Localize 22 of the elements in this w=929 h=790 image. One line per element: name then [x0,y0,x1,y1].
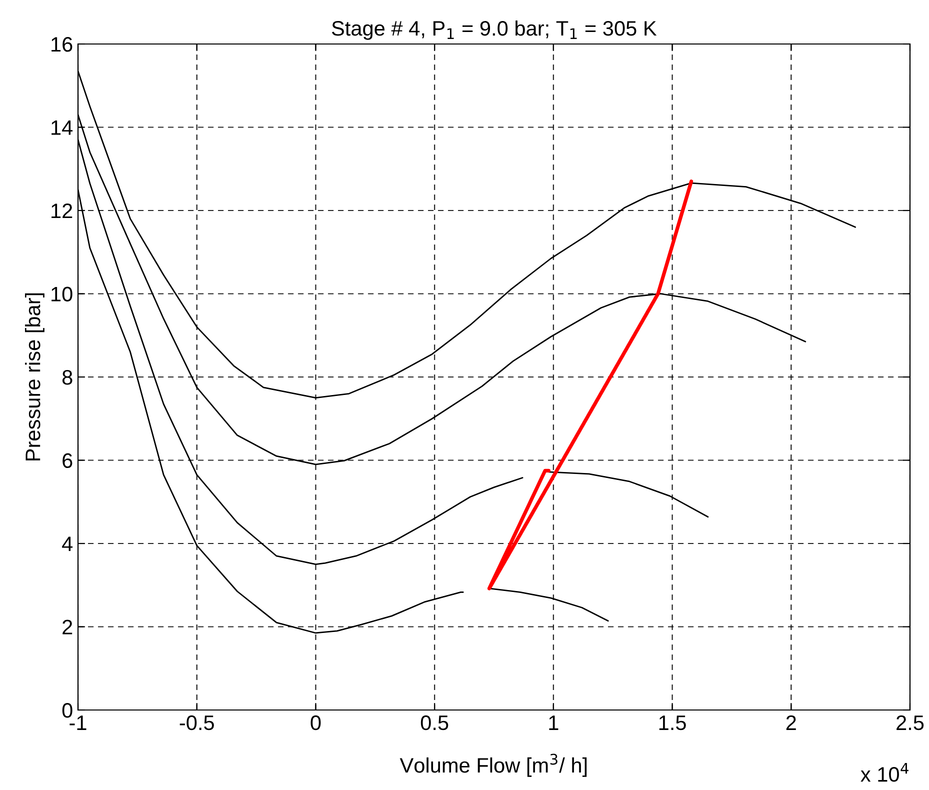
y-tick-label: 8 [62,370,72,385]
y-tick-label: 6 [62,453,72,468]
text: x 10$^{4}$ [860,762,908,782]
y-tick-label: 0 [62,703,72,718]
y-tick-label: 4 [62,536,73,552]
x-tick-label: 0.5 [420,715,448,730]
y-tick-label: 12 [52,204,72,218]
y-axis-title: Pressure rise [bar] [24,293,44,460]
x-tick-label: 2.5 [896,715,924,730]
y-tick-label: 16 [52,37,72,52]
y-tick-label: 14 [52,120,73,135]
x-tick-label: -0.5 [180,715,214,730]
x-tick-label: 1.5 [659,716,686,730]
x-axis-title: Volume Flow [m$^{3}$/ h] [400,754,587,777]
x-tick-label: 2 [786,715,796,730]
x-tick-label: -1 [70,716,86,730]
x-tick-label: 0 [310,715,321,730]
y-tick-label: 10 [52,286,72,302]
chart-title: Stage # 4, P$_{1}$ = 9.0 bar; T$_{1}$ = 305 K [332,20,657,40]
y-tick-label: 2 [62,620,72,634]
x-tick-label: 1 [549,716,558,730]
line-series [487,180,694,590]
